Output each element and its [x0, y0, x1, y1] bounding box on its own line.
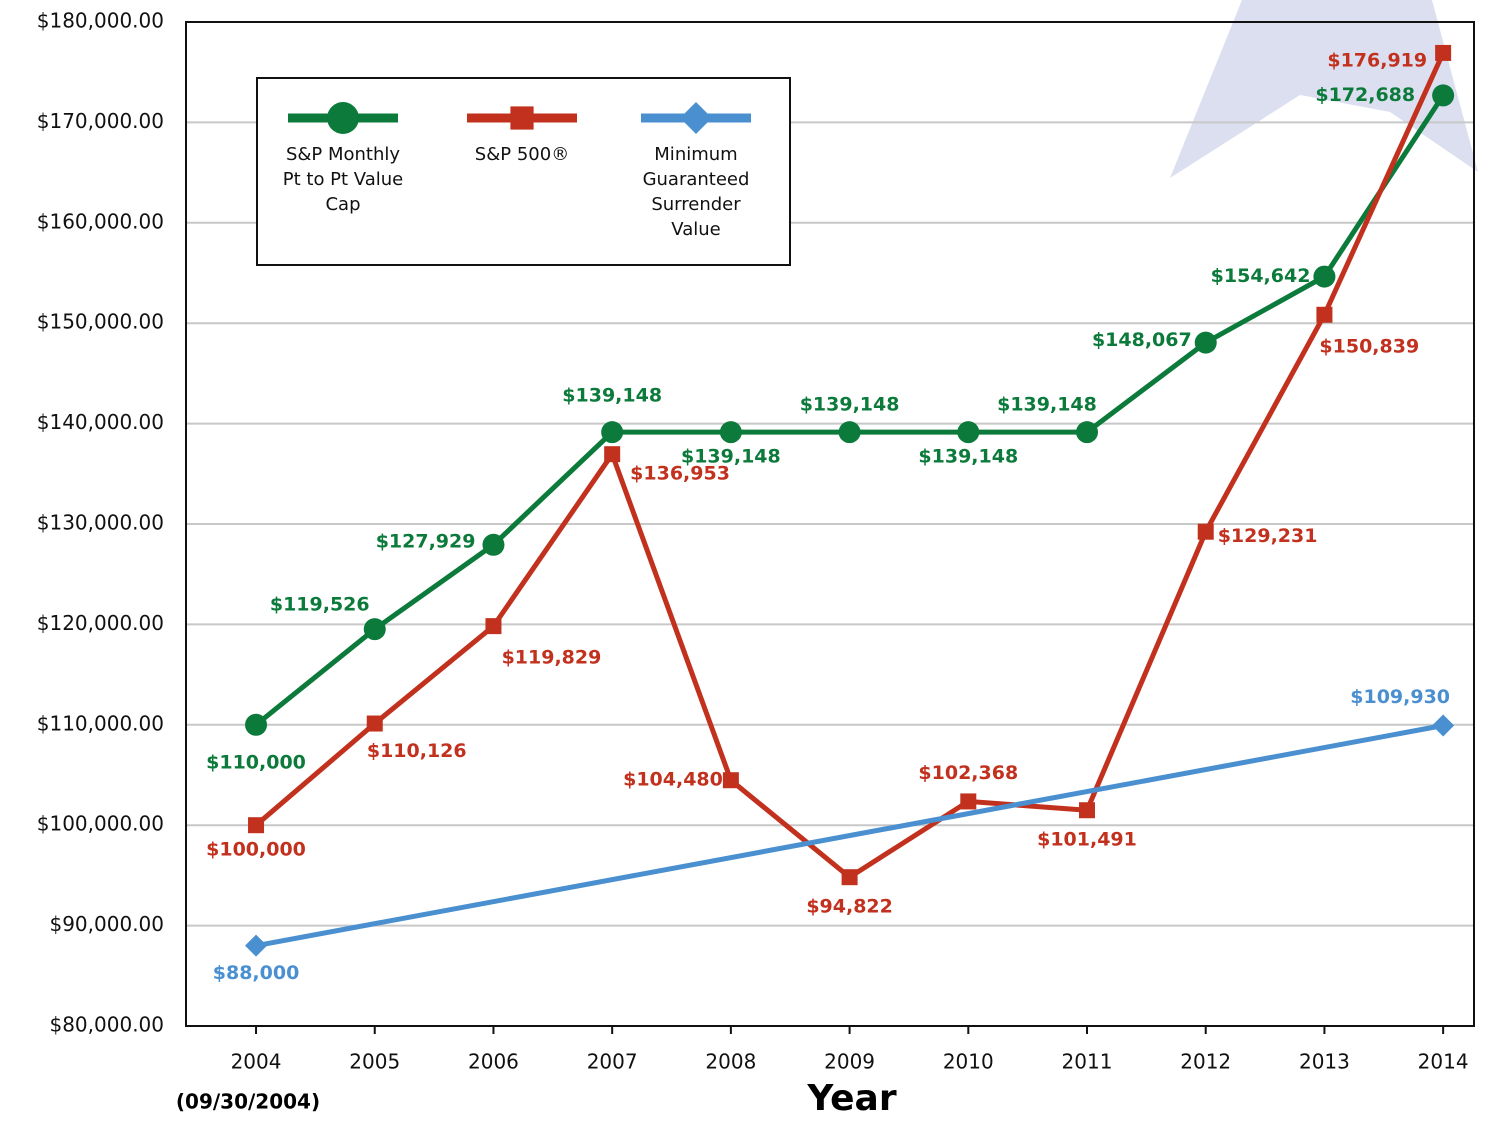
point — [1316, 306, 1333, 323]
value-label: $139,148 — [918, 446, 1018, 468]
point — [1197, 523, 1214, 540]
y-tick-label: $110,000.00 — [37, 711, 164, 735]
y-tick-label: $90,000.00 — [49, 912, 164, 936]
legend-marker — [680, 102, 712, 134]
legend-marker — [680, 102, 712, 134]
y-tick-label: $180,000.00 — [37, 9, 164, 33]
point — [1432, 84, 1455, 107]
plot-frame — [185, 21, 1475, 1027]
y-tick-label: $100,000.00 — [37, 812, 164, 836]
y-tick-label: $140,000.00 — [37, 410, 164, 434]
x-tick-label: 2009 — [824, 1050, 875, 1074]
point — [245, 934, 268, 957]
value-label: $150,839 — [1319, 335, 1419, 357]
point — [363, 618, 386, 641]
value-label: $102,368 — [918, 762, 1018, 784]
point — [601, 421, 624, 444]
x-tick-label: 2012 — [1180, 1050, 1231, 1074]
value-label: $176,919 — [1327, 49, 1427, 71]
value-label: $110,000 — [206, 751, 306, 773]
point — [1435, 44, 1452, 61]
value-label: $104,480 — [623, 769, 723, 791]
point — [248, 817, 265, 834]
point — [366, 715, 383, 732]
x-axis-label: Year — [806, 1078, 896, 1119]
legend-item: S&P 500® — [474, 144, 570, 165]
legend-item: S&P Monthly Pt to Pt Value Cap — [282, 144, 404, 215]
value-label: $139,148 — [681, 446, 781, 468]
legend-label: Minimum Guaranteed Surrender Value — [642, 144, 750, 240]
point — [960, 793, 977, 810]
value-label: $109,930 — [1350, 686, 1450, 708]
y-tick-label: $170,000.00 — [37, 109, 164, 133]
legend-label: S&P Monthly Pt to Pt Value Cap — [282, 144, 404, 215]
point — [1079, 802, 1096, 819]
point — [1313, 265, 1336, 288]
y-tick-label: $160,000.00 — [37, 209, 164, 233]
value-label: $136,953 — [630, 463, 730, 485]
value-label: $139,148 — [800, 394, 900, 416]
legend-marker — [327, 102, 359, 134]
point — [482, 533, 505, 556]
point — [1194, 331, 1217, 354]
value-label: $110,126 — [367, 740, 467, 762]
legend-marker — [327, 102, 359, 134]
x-tick-label: 2008 — [705, 1050, 756, 1074]
legend-label: S&P 500® — [474, 144, 570, 165]
x-tick-label: 2005 — [349, 1050, 400, 1074]
point — [1076, 421, 1099, 444]
value-label: $172,688 — [1315, 84, 1415, 106]
value-label: $119,829 — [502, 647, 602, 669]
point — [838, 421, 861, 444]
value-label: $119,526 — [270, 594, 370, 616]
point — [245, 713, 268, 736]
value-label: $129,231 — [1218, 525, 1318, 547]
value-label: $139,148 — [562, 385, 662, 407]
value-label: $88,000 — [213, 962, 300, 984]
value-label: $100,000 — [206, 839, 306, 861]
legend-marker — [510, 106, 534, 130]
point — [841, 869, 858, 886]
value-label: $127,929 — [376, 530, 476, 552]
point — [957, 421, 980, 444]
annotation: (09/30/2004) — [176, 1090, 320, 1114]
value-label: $101,491 — [1037, 829, 1137, 851]
point — [485, 618, 502, 635]
value-label: $94,822 — [806, 896, 893, 918]
x-tick-label: 2014 — [1418, 1050, 1469, 1074]
x-tick-label: 2013 — [1299, 1050, 1350, 1074]
x-tick-label: 2010 — [943, 1050, 994, 1074]
x-tick-label: 2004 — [231, 1050, 282, 1074]
value-label: $139,148 — [997, 394, 1097, 416]
value-label: $154,642 — [1211, 265, 1311, 287]
y-tick-label: $80,000.00 — [49, 1013, 164, 1037]
point — [604, 446, 621, 463]
series-line — [255, 723, 1444, 949]
y-tick-label: $120,000.00 — [37, 611, 164, 635]
legend-item: Minimum Guaranteed Surrender Value — [642, 144, 750, 240]
legend-marker — [510, 106, 534, 130]
x-tick-label: 2006 — [468, 1050, 519, 1074]
y-tick-label: $150,000.00 — [37, 310, 164, 334]
point — [722, 772, 739, 789]
point — [719, 421, 742, 444]
x-tick-label: 2011 — [1062, 1050, 1113, 1074]
y-tick-label: $130,000.00 — [37, 511, 164, 535]
background-shape — [1170, 0, 1478, 178]
value-label: $148,067 — [1092, 329, 1192, 351]
x-tick-label: 2007 — [587, 1050, 638, 1074]
point — [1432, 714, 1455, 737]
